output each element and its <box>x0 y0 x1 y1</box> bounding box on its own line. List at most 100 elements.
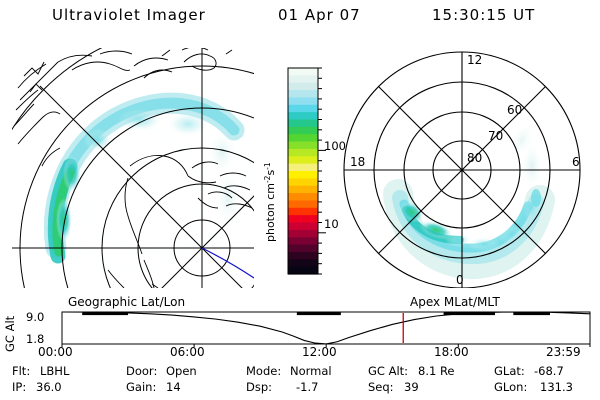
status-ip-value: 36.0 <box>36 380 62 394</box>
mlt-spokes <box>344 52 580 288</box>
apex-mlat-mlt-panel: 12 18 6 0 60 70 80 <box>336 48 588 288</box>
status-gcalt-value: 8.1 Re <box>418 364 455 378</box>
colorbar-label-s: s <box>264 170 277 176</box>
status-gain-value: 14 <box>166 380 181 394</box>
status-glon-label: GLon: <box>494 380 528 394</box>
spacecraft-track <box>201 247 254 279</box>
status-door-value: Open <box>166 364 197 378</box>
colorbar-tick-low: 10 <box>324 217 339 231</box>
status-flt-value: LBHL <box>40 364 70 378</box>
colorbar-swatch <box>288 90 318 99</box>
status-glon-value: 131.3 <box>540 380 573 394</box>
strip-x-tick-3: 18:00 <box>434 345 469 359</box>
image-coverage-bars <box>82 312 550 316</box>
colorbar-swatch <box>288 126 318 135</box>
geographic-image-panel <box>12 48 254 288</box>
colorbar-swatch <box>288 75 318 84</box>
status-seq-value: 39 <box>404 380 419 394</box>
colorbar-swatch <box>288 229 318 238</box>
colorbar-swatch <box>288 104 318 113</box>
colorbar-swatch <box>288 156 318 165</box>
status-flt-label: Flt: <box>12 364 31 378</box>
mlat-ring-label-70: 70 <box>488 129 503 143</box>
colorbar-swatch <box>288 207 318 216</box>
colorbar-swatch <box>288 68 318 76</box>
colorbar-swatch <box>288 141 318 150</box>
page-title: Ultraviolet Imager <box>52 6 206 24</box>
longitude-graticule <box>12 48 254 288</box>
status-ip-label: IP: <box>12 380 27 394</box>
colorbar-swatch <box>288 222 318 231</box>
status-mode-label: Mode: <box>246 364 282 378</box>
strip-x-tick-0: 00:00 <box>38 345 73 359</box>
status-dsp-label: Dsp: <box>246 380 273 394</box>
strip-x-tick-1: 06:00 <box>170 345 205 359</box>
status-glat-label: GLat: <box>494 364 525 378</box>
colorbar-swatch <box>288 251 318 260</box>
colorbar-swatch <box>288 171 318 179</box>
coverage-bar <box>82 312 129 316</box>
geographic-plot-contents <box>12 48 254 288</box>
mlt-label-right: 6 <box>572 155 580 169</box>
status-mode-value: Normal <box>290 364 332 378</box>
mlt-label-top: 12 <box>467 53 482 67</box>
observation-time: 15:30:15 UT <box>432 6 536 24</box>
colorbar-swatch <box>288 178 318 187</box>
colorbar-swatch <box>288 244 318 253</box>
strip-y-axis-label: GC Alt <box>3 315 17 352</box>
colorbar-swatch <box>288 112 318 121</box>
colorbar-swatch <box>288 148 318 157</box>
status-row-2: IP: 36.0 Gain: 14 Dsp: -1.7 Seq: 39 GLon… <box>0 380 600 396</box>
mlat-ring-label-80: 80 <box>467 151 482 165</box>
left-panel-title: Geographic Lat/Lon <box>68 295 186 309</box>
strip-x-ticks <box>61 344 591 347</box>
coverage-bar <box>443 312 495 316</box>
colorbar-swatch <box>288 215 318 224</box>
colorbar-gradient <box>288 68 318 275</box>
status-dsp-value: -1.7 <box>296 380 319 394</box>
coverage-bar <box>296 312 341 316</box>
colorbar-swatch <box>288 259 318 268</box>
right-panel-title: Apex MLat/MLT <box>410 295 500 309</box>
colorbar-axis-label: photon cm-2s-1 <box>263 162 277 242</box>
colorbar-label-exp2: -1 <box>263 162 272 170</box>
mlt-label-left: 18 <box>350 155 365 169</box>
colorbar-swatch <box>288 266 318 275</box>
strip-y-tick-high: 9.0 <box>26 310 44 324</box>
colorbar-ticks <box>318 67 326 275</box>
strip-plot-frame <box>61 311 591 345</box>
colorbar-label-exp1: -2 <box>263 175 272 183</box>
mlt-label-bottom: 0 <box>456 273 464 287</box>
colorbar: photon cm-2s-1 100 10 <box>258 64 348 284</box>
strip-x-tick-2: 12:00 <box>302 345 337 359</box>
status-seq-label: Seq: <box>368 380 394 394</box>
orbit-altitude-strip[interactable]: GC Alt 9.0 1.8 <box>0 308 600 358</box>
colorbar-label-main: photon cm <box>264 183 277 242</box>
status-row-1: Flt: LBHL Door: Open Mode: Normal GC Alt… <box>0 364 600 380</box>
strip-y-tick-low: 1.8 <box>26 332 44 346</box>
colorbar-swatch <box>288 193 318 202</box>
mlat-ring-label-60: 60 <box>507 103 522 117</box>
strip-x-tick-4: 23:59 <box>546 345 581 359</box>
aurora-oval-layer <box>383 124 555 280</box>
colorbar-swatch <box>288 82 318 91</box>
status-bar: Flt: LBHL Door: Open Mode: Normal GC Alt… <box>0 364 600 396</box>
colorbar-swatch <box>288 163 318 172</box>
coverage-bar <box>513 312 550 316</box>
status-glat-value: -68.7 <box>534 364 564 378</box>
observation-date: 01 Apr 07 <box>278 6 361 24</box>
colorbar-swatch <box>288 119 318 128</box>
colorbar-swatch <box>288 200 318 209</box>
status-door-label: Door: <box>126 364 158 378</box>
colorbar-swatch <box>288 97 318 106</box>
aurora-arc-core <box>47 109 239 264</box>
coastline-overlay <box>13 48 253 288</box>
colorbar-tick-high: 100 <box>324 139 346 153</box>
status-gcalt-label: GC Alt: <box>368 364 409 378</box>
colorbar-swatch <box>288 134 318 143</box>
status-gain-label: Gain: <box>126 380 157 394</box>
colorbar-swatch <box>288 237 318 246</box>
colorbar-swatch <box>288 185 318 194</box>
altitude-track-line <box>61 311 591 345</box>
